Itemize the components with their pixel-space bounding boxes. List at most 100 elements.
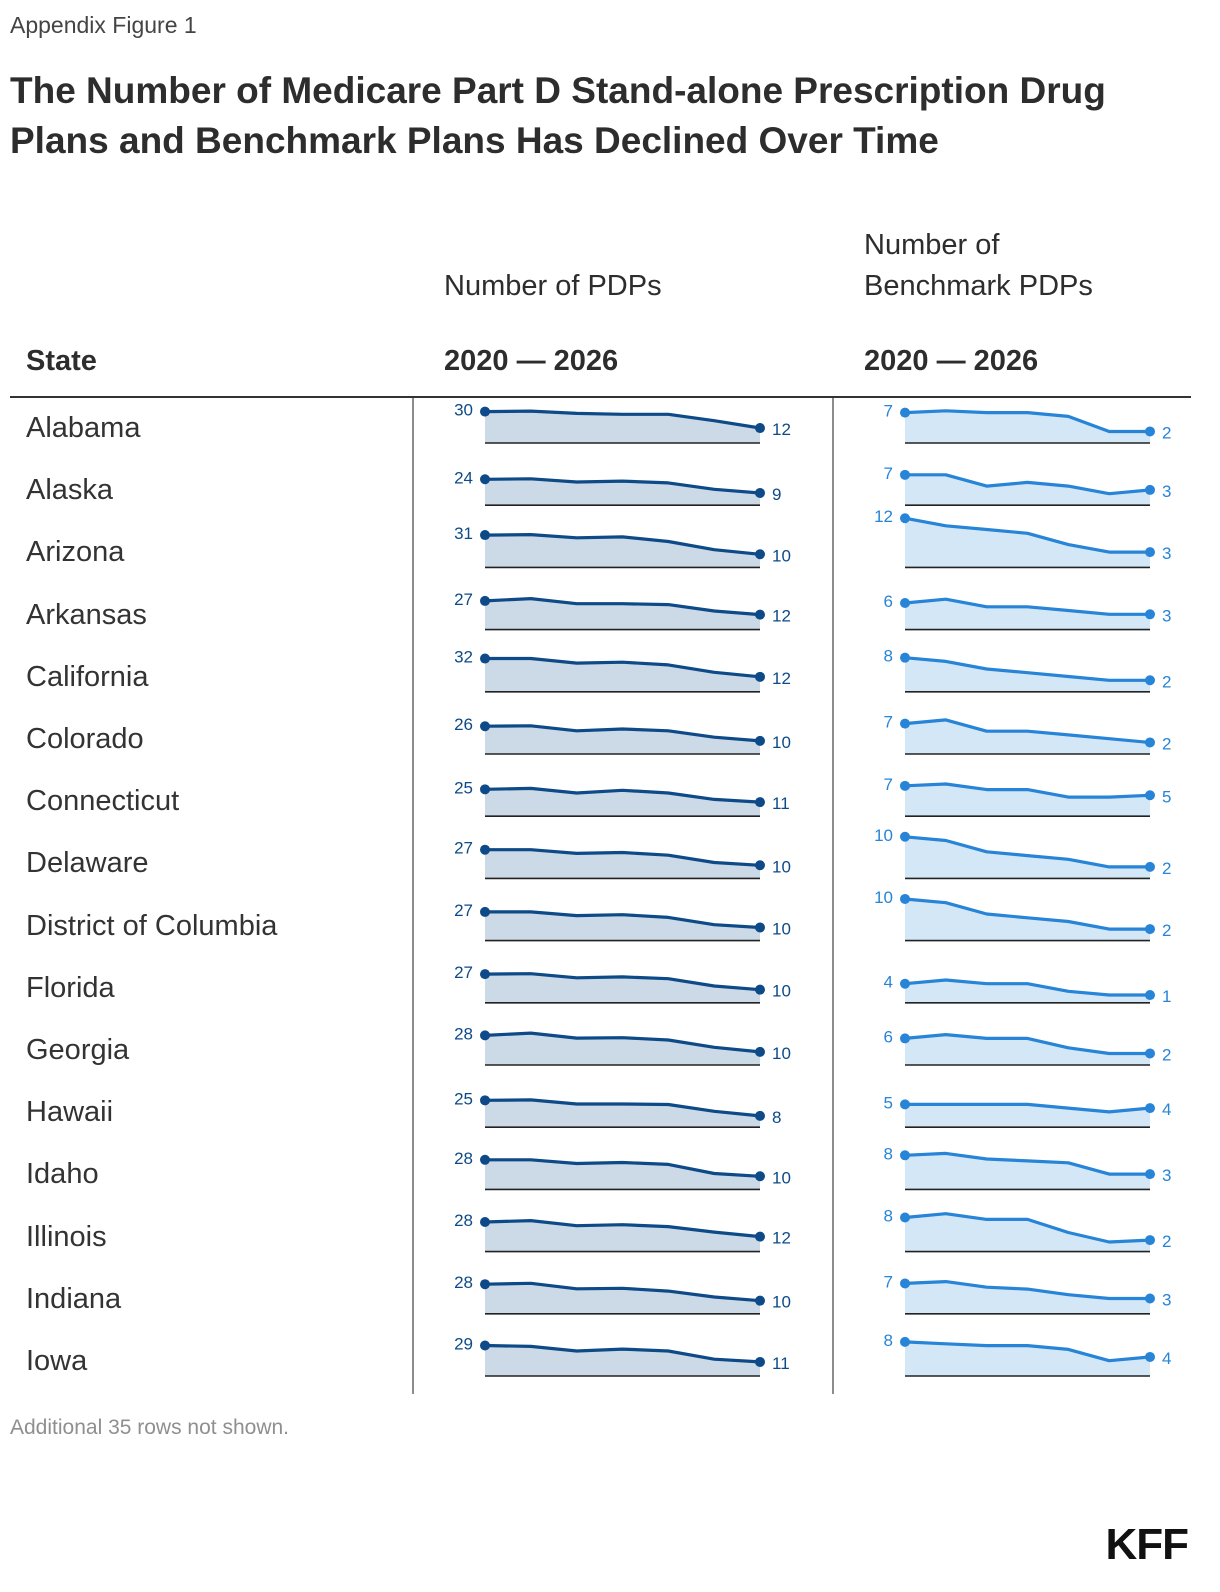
benchmark-area [905,518,1150,568]
benchmark-start-label: 5 [884,1093,893,1112]
pdps-end-label: 10 [772,982,791,1001]
benchmark-end-label: 5 [1162,787,1171,806]
pdps-sparkline-0: 30 12 [454,401,791,444]
pdps-end-point [755,487,765,498]
benchmark-end-label: 3 [1162,544,1171,563]
state-label: Arkansas [26,598,147,631]
benchmark-end-point [1145,1293,1155,1304]
benchmark-sparkline-0: 72 [884,402,1171,444]
benchmark-sparkline-3: 63 [884,592,1171,631]
pdps-end-point [755,922,765,933]
pdps-sparkline-4: 32 12 [454,648,791,693]
benchmark-sparkline-1: 73 [884,464,1171,507]
pdps-area [485,1099,760,1128]
pdps-line [483,1281,762,1303]
pdps-line [483,1343,762,1364]
benchmark-end-point [1145,609,1155,620]
pdps-sparkline-3: 27 12 [454,590,791,631]
state-label: California [26,660,149,693]
benchmark-line [903,516,1152,554]
pdps-end-point [755,735,765,746]
benchmark-line [903,1102,1152,1114]
pdps-line [483,656,762,679]
pdps-line [483,1218,762,1239]
pdps-end-label: 10 [772,1044,791,1063]
column-divider-right [832,398,834,1394]
benchmark-start-label: 8 [884,1144,893,1163]
pdps-start-label: 28 [454,1273,473,1292]
pdps-start-point [480,721,490,732]
benchmark-end-point [1145,547,1155,558]
pdps-start-label: 28 [454,1024,473,1043]
benchmark-end-label: 3 [1162,482,1171,501]
pdps-end-point [755,609,765,620]
pdps-sparkline-14: 28 10 [454,1273,791,1315]
pdps-line [483,409,762,430]
benchmark-end-point [1145,426,1155,437]
benchmark-sparkline-6: 75 [884,775,1171,818]
pdps-line [483,1098,762,1118]
benchmark-line [903,1279,1152,1301]
benchmark-start-label: 8 [884,647,893,666]
benchmark-column-header-line2: Benchmark PDPs [864,270,1093,302]
pdps-end-label: 10 [772,919,791,938]
pdps-start-point [480,1340,490,1351]
pdps-column-header: Number of PDPs [444,270,662,302]
benchmark-area [905,599,1150,630]
pdps-start-point [480,784,490,795]
benchmark-start-label: 8 [884,1206,893,1225]
pdps-end-label: 9 [772,485,781,504]
benchmark-start-label: 6 [884,592,893,611]
benchmark-area [905,836,1150,879]
benchmark-end-label: 2 [1162,921,1171,940]
benchmark-end-label: 3 [1162,1166,1171,1185]
benchmark-end-label: 2 [1162,672,1171,691]
benchmark-area [905,1034,1150,1065]
benchmark-start-point [900,978,910,989]
benchmark-start-label: 7 [884,775,893,794]
state-label: Alaska [26,474,114,507]
pdps-area [485,658,760,692]
pdps-end-point [755,423,765,434]
pdps-start-point [480,474,490,485]
state-label: Idaho [26,1158,99,1191]
benchmark-end-point [1145,990,1155,1001]
pdps-start-point [480,1030,490,1041]
benchmark-end-label: 1 [1162,987,1171,1006]
benchmark-end-point [1145,1103,1155,1114]
pdps-start-label: 30 [454,401,473,420]
pdps-area [485,478,760,506]
pdps-start-point [480,1095,490,1106]
benchmark-area [905,1341,1150,1376]
pdps-end-point [755,1110,765,1121]
pdps-start-label: 27 [454,839,473,858]
benchmark-start-label: 8 [884,1331,893,1350]
pdps-sparkline-11: 25 8 [454,1089,781,1128]
pdps-start-label: 25 [454,778,473,797]
pdps-end-label: 8 [772,1108,781,1127]
chart-title: The Number of Medicare Part D Stand-alon… [10,70,1106,161]
benchmark-end-point [1145,675,1155,686]
benchmark-line [903,897,1152,931]
benchmark-end-point [1145,737,1155,748]
benchmark-end-label: 2 [1162,1232,1171,1251]
benchmark-start-label: 10 [874,826,893,845]
benchmark-sparkline-12: 83 [884,1144,1171,1191]
benchmark-area [905,474,1150,506]
benchmark-end-label: 3 [1162,1291,1171,1310]
pdps-start-point [480,1217,490,1227]
benchmark-start-point [900,1278,910,1289]
pdps-start-point [480,406,490,417]
benchmark-sparkline-15: 84 [884,1331,1171,1377]
benchmark-line [903,782,1152,799]
benchmark-end-point [1145,1169,1155,1180]
pdps-area [485,788,760,817]
benchmark-area [905,410,1150,443]
benchmark-sparkline-5: 72 [884,713,1171,755]
benchmark-start-point [900,831,910,842]
pdps-end-label: 10 [772,1168,791,1187]
pdps-start-point [480,906,490,917]
pdps-line [483,1031,762,1054]
benchmark-sparkline-8: 10 2 [874,888,1171,942]
benchmark-end-point [1145,1048,1155,1059]
